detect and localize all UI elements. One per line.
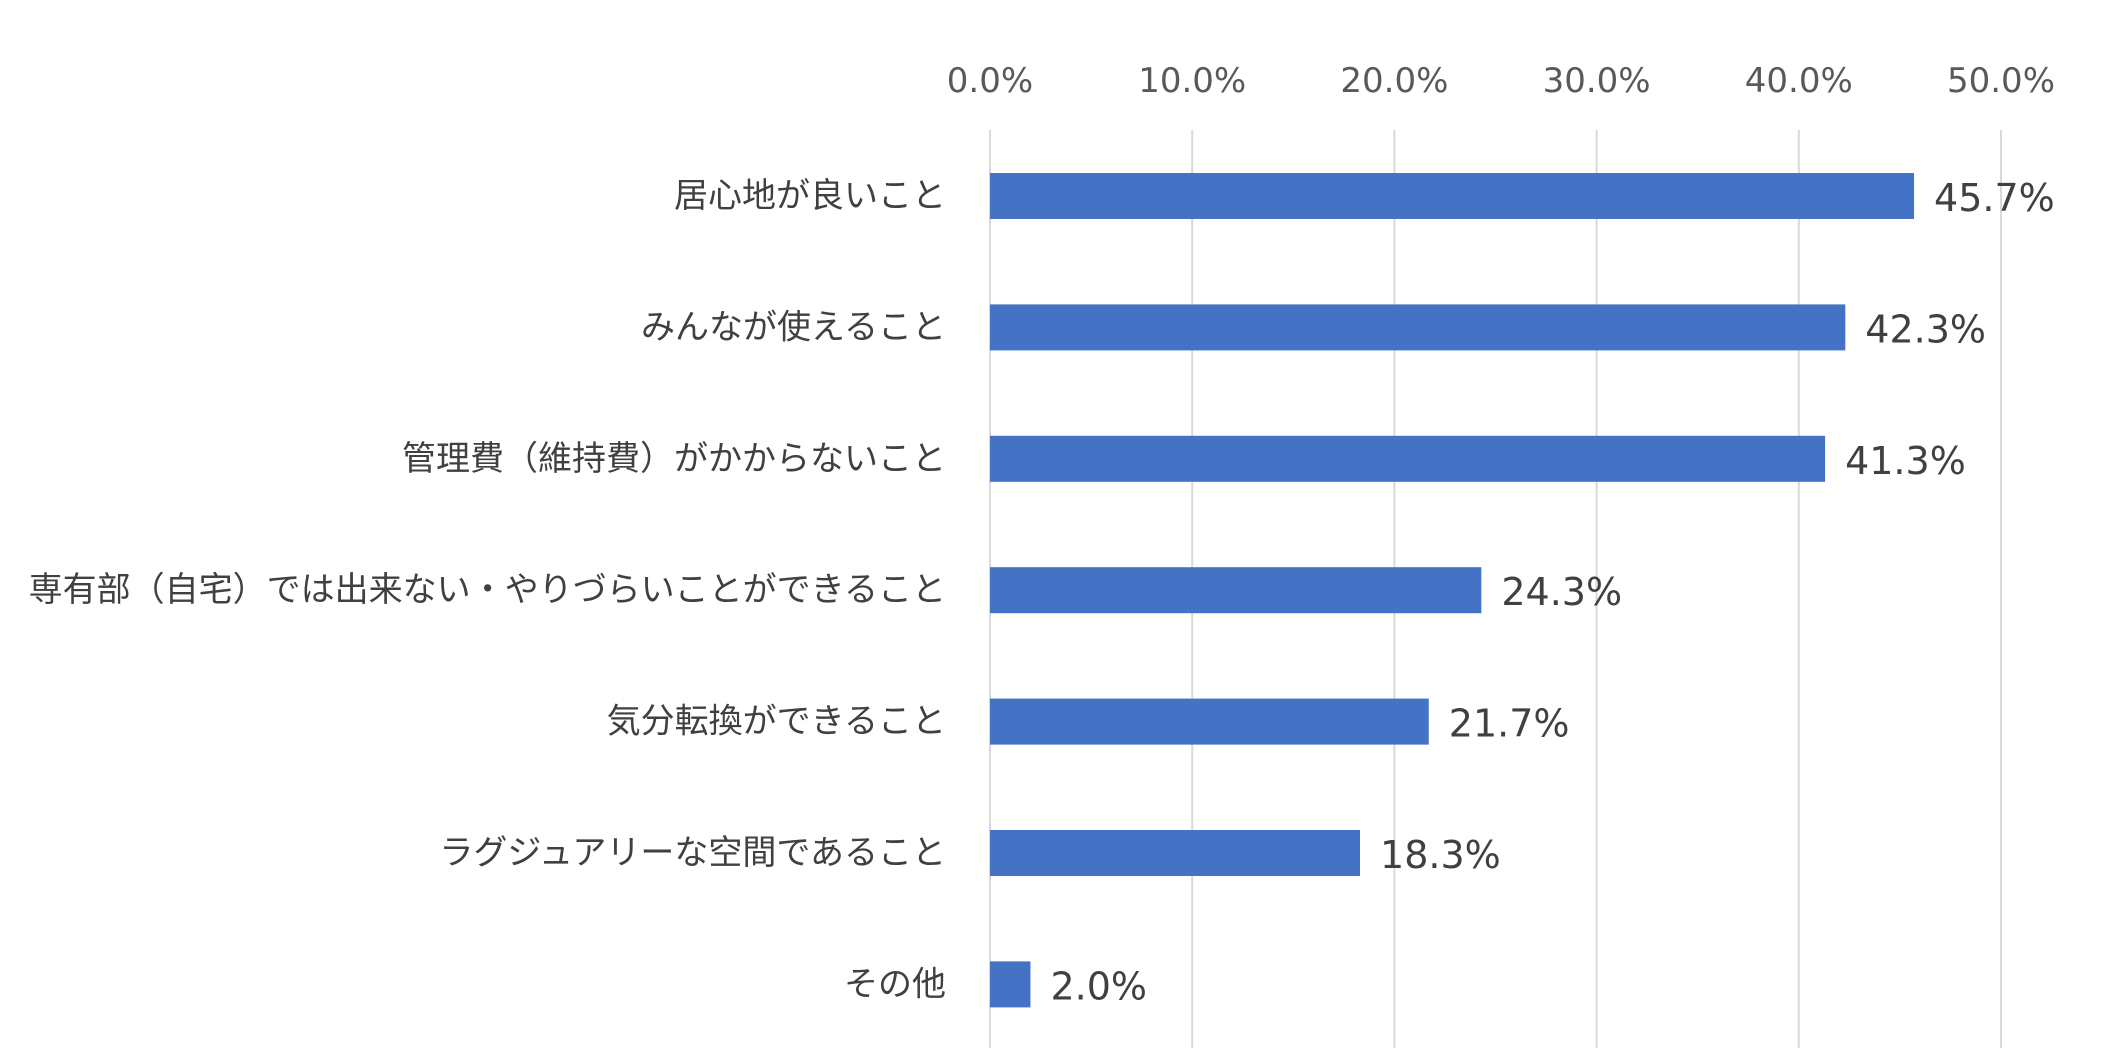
bars <box>990 173 1915 1008</box>
x-tick-label: 50.0% <box>1947 61 2055 101</box>
bar <box>990 435 1826 482</box>
category-label: 居心地が良いこと <box>674 176 946 216</box>
x-tick-label: 40.0% <box>1745 61 1853 101</box>
data-label: 45.7% <box>1934 176 2055 220</box>
data-label: 18.3% <box>1380 833 1501 877</box>
category-label: みんなが使えること <box>641 307 946 347</box>
data-label: 41.3% <box>1845 439 1966 483</box>
bar <box>990 961 1031 1008</box>
bar <box>990 173 1915 219</box>
x-tick-label: 10.0% <box>1138 61 1246 101</box>
data-labels: 45.7% 42.3% 41.3% 24.3% 21.7% 18.3% 2.0% <box>1050 176 2054 1008</box>
x-tick-label: 30.0% <box>1543 61 1651 101</box>
data-label: 21.7% <box>1449 702 1570 746</box>
bar <box>990 304 1846 351</box>
bar <box>990 830 1361 876</box>
category-labels: 居心地が良いことみんなが使えること管理費（維持費）がかからないこと専有部（自宅）… <box>29 176 946 1004</box>
category-label: 専有部（自宅）では出来ない・やりづらいことができること <box>29 570 946 610</box>
data-label: 42.3% <box>1865 307 1986 351</box>
category-label: 管理費（維持費）がかからないこと <box>402 439 946 479</box>
x-tick-label: 20.0% <box>1340 61 1448 101</box>
category-label: その他 <box>844 964 946 1004</box>
bar <box>990 567 1482 614</box>
bar <box>990 698 1429 745</box>
x-tick-label: 0.0% <box>947 61 1033 101</box>
data-label: 2.0% <box>1050 964 1147 1008</box>
category-label: 気分転換ができること <box>607 702 946 742</box>
data-label: 24.3% <box>1501 570 1622 614</box>
category-label: ラグジュアリーな空間であること <box>439 833 946 873</box>
x-axis-ticks: 0.0% 10.0% 20.0% 30.0% 40.0% 50.0% <box>947 61 2055 101</box>
